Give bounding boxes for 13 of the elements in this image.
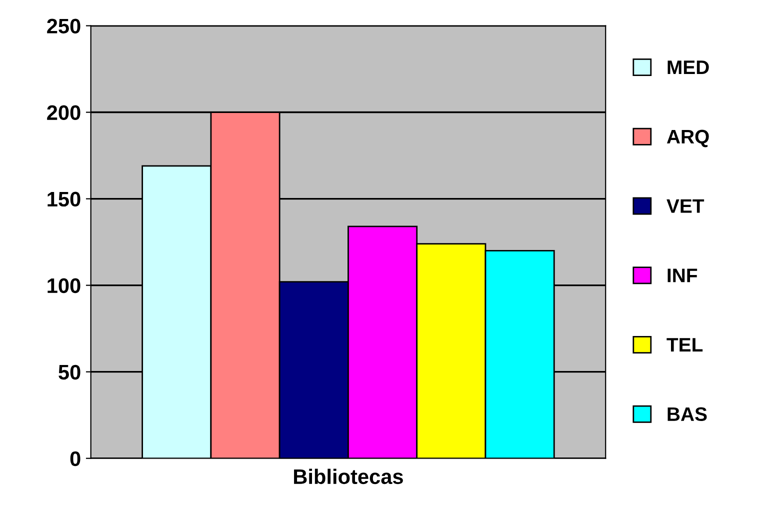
y-tick-label: 250 bbox=[47, 18, 80, 34]
y-tick-label: 150 bbox=[48, 192, 80, 207]
legend-label: TEL bbox=[666, 338, 703, 352]
legend-label: ARQ bbox=[666, 130, 709, 148]
y-tick-label: 50 bbox=[58, 364, 80, 380]
legend-label: INF bbox=[668, 268, 698, 282]
legend-label: VET bbox=[666, 199, 704, 213]
legend-label: MED bbox=[668, 60, 709, 74]
x-axis-title: Bibliotecas bbox=[294, 468, 403, 484]
y-tick-label: 0 bbox=[70, 451, 80, 466]
y-tick-label: 200 bbox=[47, 105, 80, 120]
legend-label: BAS bbox=[668, 407, 707, 422]
y-tick-label: 100 bbox=[48, 278, 80, 294]
